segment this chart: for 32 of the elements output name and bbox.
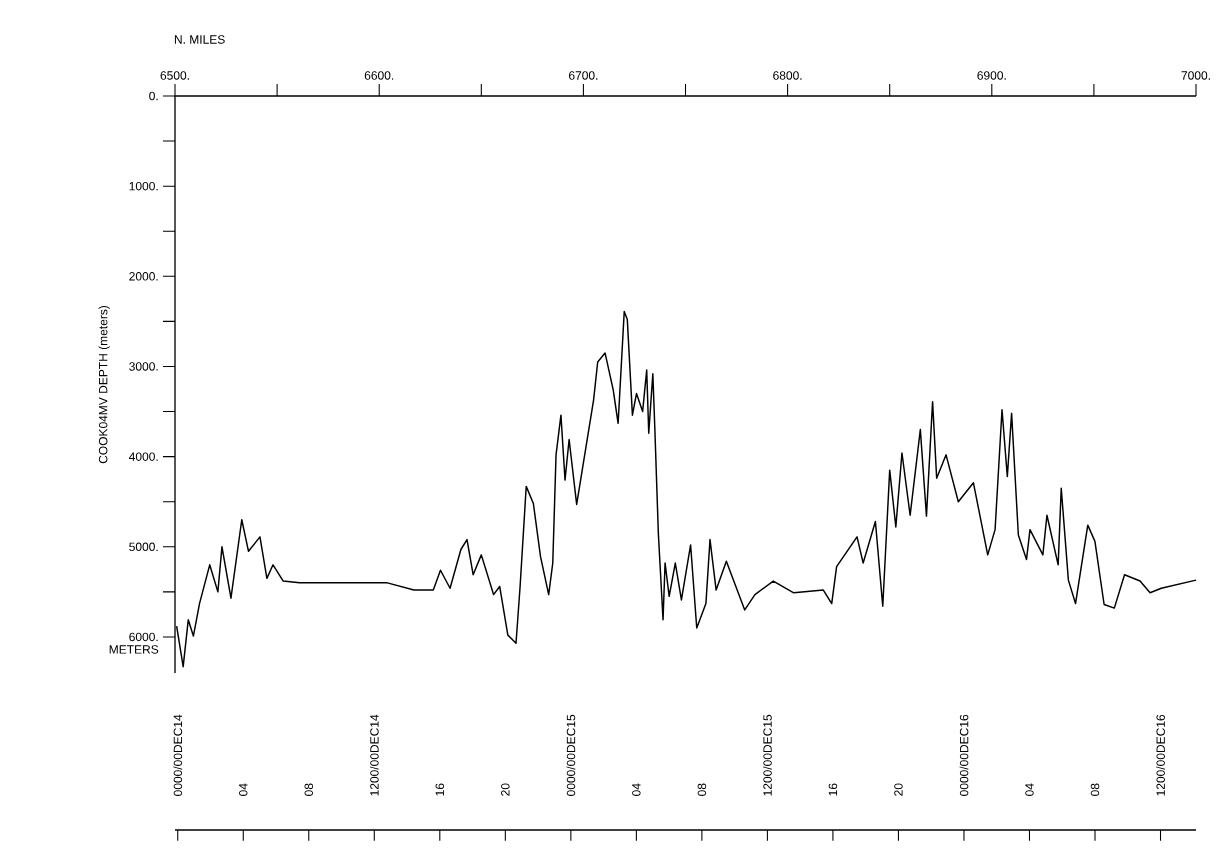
x-tick-label: 6600. — [364, 71, 394, 80]
x2-tick-label: 0000/00DEC16 — [959, 714, 969, 796]
x2-tick-label: 08 — [304, 783, 314, 796]
y-axis-title: COOK04MV DEPTH (meters) — [98, 305, 110, 464]
x-tick-label: 6700. — [568, 71, 598, 80]
x2-tick-label: 1200/00DEC14 — [369, 714, 379, 796]
x-tick-label: 6900. — [977, 71, 1006, 80]
x2-tick-label: 1200/00DEC15 — [762, 714, 772, 796]
x2-tick-label: 1200/00DEC16 — [1156, 714, 1165, 796]
x-tick-label: 7000. — [1181, 71, 1210, 80]
y-tick-label: 4000. — [128, 452, 158, 461]
x-axis-title: N. MILES — [174, 35, 225, 44]
y-tick-label: 5000. — [129, 542, 158, 552]
y-tick-label: 6000. — [129, 632, 158, 642]
x2-tick-label: 20 — [501, 783, 510, 796]
x-tick-label: 6800. — [773, 71, 802, 80]
x2-tick-label: 04 — [239, 783, 248, 796]
x2-tick-label: 0000/00DEC14 — [173, 714, 183, 796]
x2-tick-label: 0000/00DEC15 — [566, 714, 576, 796]
text: METERS — [109, 645, 159, 654]
x2-tick-label: 16 — [435, 783, 445, 796]
x2-tick-label: 04 — [632, 783, 641, 796]
x2-tick-label: 04 — [1025, 783, 1034, 796]
y-tick-label: 1000. — [129, 181, 158, 191]
x2-tick-label: 16 — [828, 783, 838, 796]
y-tick-label: 2000. — [129, 272, 158, 281]
y-tick-label: 3000. — [129, 362, 158, 371]
y-tick-label: 0. — [149, 91, 158, 101]
x2-tick-label: 08 — [697, 783, 707, 796]
x2-tick-label: 20 — [894, 783, 903, 796]
x-tick-label: 6500. — [160, 71, 189, 80]
x2-tick-label: 08 — [1090, 783, 1100, 796]
